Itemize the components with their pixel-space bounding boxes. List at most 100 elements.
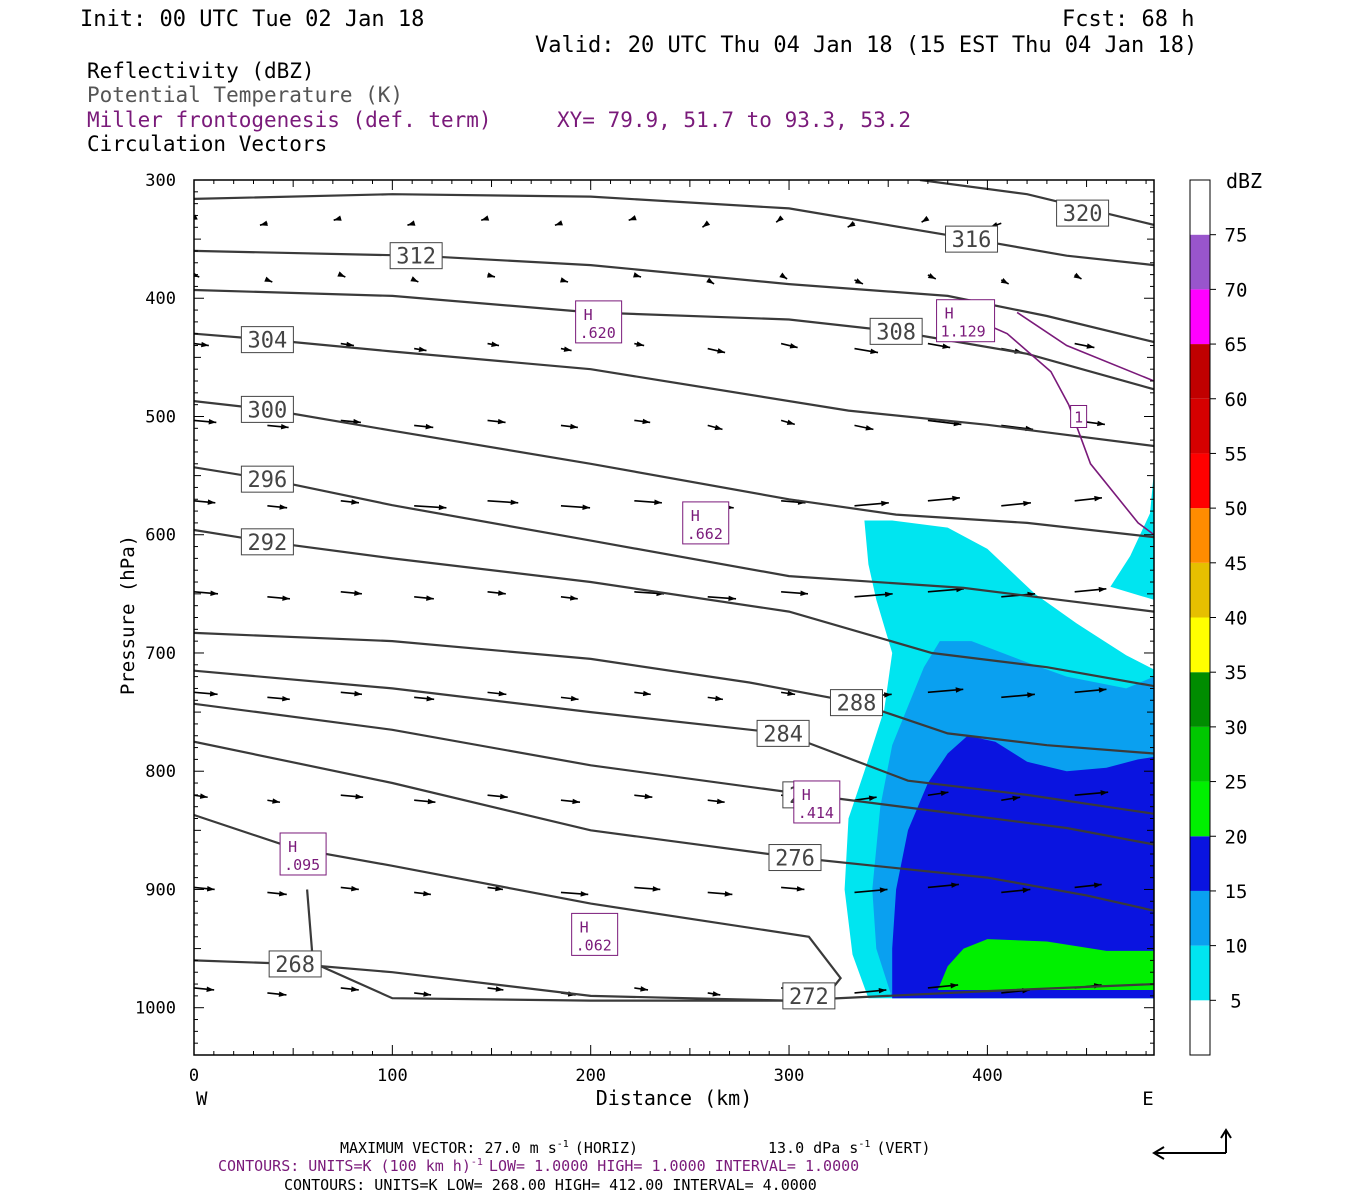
circulation-vector-head: [654, 499, 662, 505]
theta-label-box: [945, 225, 999, 253]
x-tick-label: 0: [189, 1066, 199, 1086]
circulation-vector-head: [642, 418, 651, 425]
colorbar-label: 25: [1225, 772, 1248, 794]
circulation-vector-head: [879, 887, 888, 893]
circulation-vector-head: [570, 423, 578, 430]
circulation-vector-head: [210, 590, 218, 596]
circulation-vector-head: [955, 687, 964, 693]
circulation-vector-head: [272, 798, 280, 804]
colorbar-label: 45: [1225, 553, 1248, 575]
circulation-vector-head: [787, 690, 796, 697]
circulation-vector-head: [355, 793, 364, 800]
colorbar-band: [1190, 836, 1210, 891]
circulation-vector-head: [1000, 277, 1009, 284]
circulation-vector-head: [280, 423, 289, 430]
theta-label-box: [869, 317, 923, 345]
colorbar-label: 60: [1225, 389, 1248, 411]
circulation-vector-head: [921, 215, 930, 223]
circulation-vector-head: [1093, 882, 1102, 889]
x-tick-label: 400: [972, 1066, 1003, 1086]
circulation-vector-head: [870, 348, 879, 354]
circulation-vector-head: [884, 591, 893, 598]
theta-label: 320: [1063, 202, 1103, 227]
cross-section-endpoints: XY= 79.9, 51.7 to 93.3, 53.2: [557, 108, 911, 132]
circulation-vector-head: [259, 220, 268, 226]
colorbar-band: [1190, 562, 1210, 618]
colorbar-band: [1190, 180, 1210, 235]
circulation-vector-head: [510, 499, 519, 506]
frontogenesis-max-value: .620: [580, 324, 616, 342]
circulation-vector-head: [333, 215, 342, 221]
colorbar-band: [1190, 672, 1210, 727]
circulation-vector-head: [712, 991, 721, 997]
field-label-frontogenesis: Miller frontogenesis (def. term): [87, 108, 492, 132]
field-label-reflectivity: Reflectivity (dBZ): [87, 59, 315, 83]
circulation-vector-head: [728, 595, 737, 602]
theta-label-box: [240, 465, 294, 493]
axes: [193, 179, 1154, 1056]
circulation-vector-head: [426, 695, 435, 702]
theta-contour-312: [194, 249, 1154, 344]
frontogenesis-label: 1: [1074, 408, 1083, 426]
circulation-vector-head: [865, 425, 874, 431]
circulation-vector-head: [940, 790, 949, 797]
circulation-vector-head: [1086, 343, 1095, 349]
circulation-vector-head: [715, 695, 723, 702]
colorbar-band: [1190, 1000, 1210, 1055]
frontogenesis-max-h: H: [584, 306, 593, 324]
circulation-vector-head: [423, 991, 432, 997]
theta-label: 312: [396, 245, 436, 270]
circulation-vector-head: [354, 590, 362, 596]
circulation-vector-head: [495, 986, 504, 992]
theta-label: 272: [789, 985, 829, 1010]
frontogenesis-max-value: .662: [687, 525, 723, 543]
theta-label-box: [268, 950, 322, 978]
circulation-vector-head: [423, 890, 431, 897]
circulation-vector-head: [640, 986, 649, 992]
y-tick-label: 1000: [135, 999, 176, 1019]
plot-area: 3203163123083043002962922882842802762722…: [135, 171, 1155, 1086]
colorbar-band: [1190, 890, 1210, 946]
circulation-vector-head: [847, 221, 856, 228]
max-vector-text: MAXIMUM VECTOR: 27.0 m s-1 (HORIZ): [340, 1139, 638, 1157]
frontogenesis-max-box: [936, 299, 996, 343]
colorbar-label: 30: [1225, 717, 1248, 739]
circulation-vector-head: [854, 278, 863, 284]
theta-label: 292: [248, 531, 288, 556]
theta-contour-288: [194, 631, 1154, 755]
theta-label-box: [829, 689, 883, 717]
frontogenesis-max-box: [793, 780, 841, 824]
colorbar-label: 35: [1225, 662, 1248, 684]
circulation-vector-head: [1094, 495, 1102, 502]
circulation-vector-head: [346, 341, 354, 348]
colorbar-label: 75: [1225, 225, 1248, 247]
colorbar-band: [1190, 726, 1210, 782]
valid-time: Valid: 20 UTC Thu 04 Jan 18 (15 EST Thu …: [535, 33, 1197, 58]
circulation-vector-head: [714, 424, 723, 431]
circulation-vector-head: [881, 500, 889, 507]
theta-label: 300: [248, 398, 288, 423]
reflectivity-15dbz: [892, 735, 1154, 999]
circulation-vector-head: [560, 277, 569, 283]
circulation-vector-head: [199, 793, 208, 799]
theta-contour-300: [194, 400, 1154, 539]
y-tick-label: 900: [145, 880, 176, 900]
circulation-vector-head: [499, 793, 508, 800]
circulation-vector-head: [644, 793, 653, 800]
frontogenesis-max-box: [682, 501, 730, 545]
circulation-vector-head: [1012, 795, 1021, 802]
frontogenesis-contour-outer: [1016, 311, 1154, 382]
circulation-vector-head: [779, 272, 788, 279]
circulation-vector-head: [410, 276, 419, 282]
circulation-vector-head: [495, 885, 503, 892]
theta-label-box: [240, 395, 294, 423]
circulation-vector-head: [868, 795, 877, 801]
circulation-vector-head: [717, 348, 726, 354]
circulation-vector-head: [206, 886, 215, 892]
circulation-vector-head: [776, 215, 784, 223]
theta-contour-info: CONTOURS: UNITS=K LOW= 268.00 HIGH= 412.…: [284, 1176, 817, 1194]
colorbar-band: [1190, 617, 1210, 673]
plot-content: 3203163123083043002962922882842802762722…: [194, 180, 1154, 1010]
circulation-vector-head: [554, 220, 563, 226]
